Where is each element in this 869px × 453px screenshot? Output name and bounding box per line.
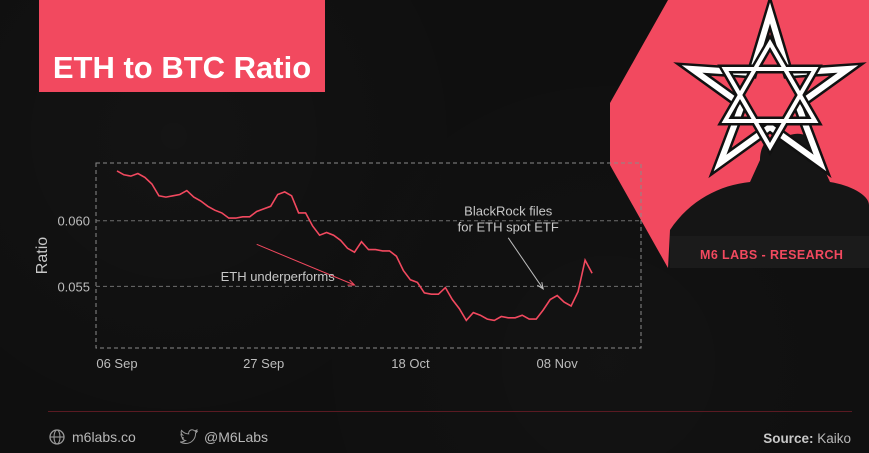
- page-title: ETH to BTC Ratio: [52, 50, 312, 85]
- twitter-bird-icon: [180, 429, 198, 445]
- twitter-handle: @M6Labs: [204, 429, 269, 445]
- x-tick-label: 08 Nov: [537, 356, 579, 371]
- title-banner: ETH to BTC Ratio: [39, 0, 325, 92]
- globe-icon: [49, 429, 65, 445]
- website-text: m6labs.co: [72, 429, 136, 445]
- arrow-head: [537, 281, 544, 291]
- twitter-link[interactable]: @M6Labs: [180, 427, 268, 447]
- website-link[interactable]: m6labs.co: [48, 427, 136, 447]
- plot-frame: [95, 162, 642, 349]
- brand-panel: [610, 0, 869, 268]
- y-tick-label: 0.060: [57, 214, 90, 229]
- annotation-text: ETH underperforms: [221, 269, 336, 284]
- source-value: Kaiko: [817, 430, 851, 446]
- annotation-arrow: [256, 243, 355, 286]
- arrow-head: [347, 279, 356, 286]
- y-axis-label: Ratio: [34, 237, 51, 274]
- annotation-arrow: [507, 237, 544, 290]
- source-credit: Source: Kaiko: [763, 428, 851, 448]
- brand-star-icon: [673, 0, 867, 179]
- x-tick-label: 27 Sep: [243, 356, 284, 371]
- footer-divider: [48, 411, 852, 412]
- annotation-text: BlackRock files: [464, 203, 553, 218]
- series-line: [116, 170, 593, 322]
- research-label: M6 LABS - RESEARCH: [700, 248, 844, 262]
- y-tick-label: 0.055: [57, 279, 90, 294]
- x-tick-label: 18 Oct: [391, 356, 430, 371]
- source-label: Source:: [763, 430, 814, 446]
- x-tick-label: 06 Sep: [96, 356, 137, 371]
- annotation-text: for ETH spot ETF: [458, 219, 559, 234]
